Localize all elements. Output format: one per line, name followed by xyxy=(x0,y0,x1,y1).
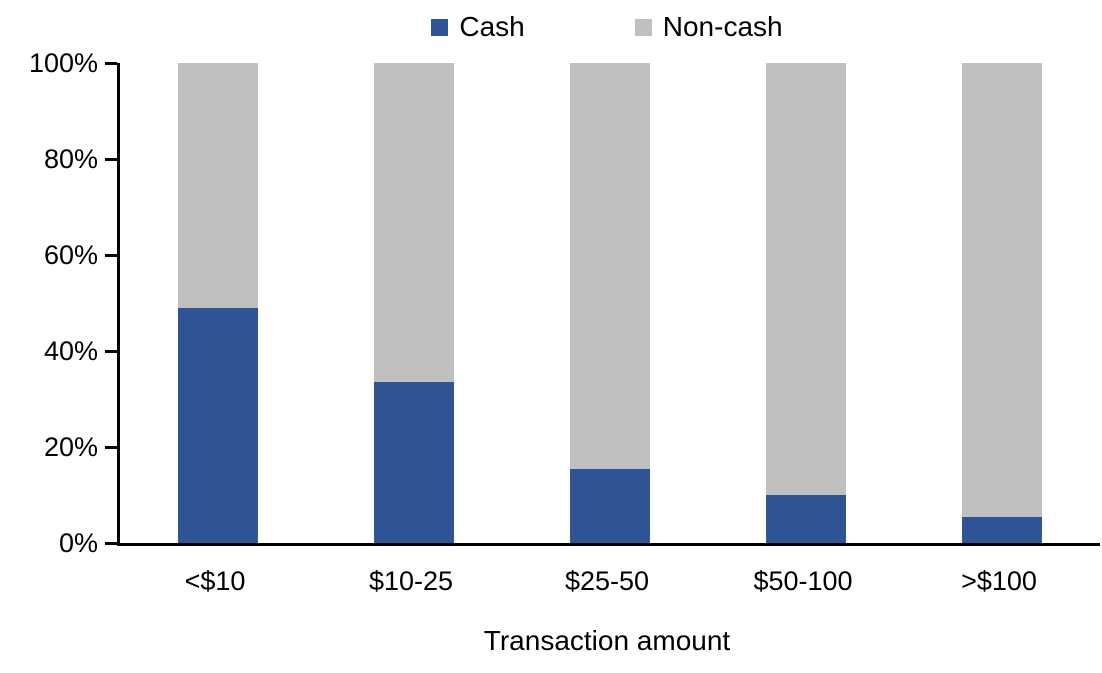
y-tick-mark xyxy=(105,349,117,353)
stacked-bar xyxy=(570,63,650,543)
y-tick-mark xyxy=(105,253,117,257)
y-tick-label: 100% xyxy=(28,48,98,78)
stacked-bar xyxy=(178,63,258,543)
bar-cell xyxy=(512,63,708,543)
plot-area: 0% 20% 40% 60% 80% 100% xyxy=(29,48,1100,558)
y-tick-label: 60% xyxy=(43,240,98,270)
bar-cell xyxy=(120,63,316,543)
stacked-bar xyxy=(962,63,1042,543)
y-tick-mark xyxy=(105,445,117,449)
noncash-legend-swatch xyxy=(634,18,652,36)
bar-segment-non-cash xyxy=(570,63,650,469)
x-tick-label: $50-100 xyxy=(753,566,853,596)
bar-segment-non-cash xyxy=(374,63,454,383)
y-tick-label: 40% xyxy=(43,336,98,366)
stacked-bar xyxy=(766,63,846,543)
y-tick-label: 0% xyxy=(58,528,98,558)
legend: Cash Non-cash xyxy=(117,11,1097,43)
y-tick-label: 20% xyxy=(43,432,98,462)
bar-cell xyxy=(904,63,1100,543)
legend-item-noncash: Non-cash xyxy=(634,11,783,43)
bar-segment-non-cash xyxy=(766,63,846,495)
y-tick-label: 80% xyxy=(43,144,98,174)
x-axis-title: Transaction amount xyxy=(483,625,731,656)
noncash-legend-label: Non-cash xyxy=(662,11,783,42)
y-tick-mark xyxy=(105,541,117,545)
bar-segment-cash xyxy=(766,495,846,543)
y-tick-mark xyxy=(105,61,117,65)
x-tick-label: $10-25 xyxy=(368,566,454,596)
cash-legend-swatch xyxy=(431,18,449,36)
bar-segment-non-cash xyxy=(962,63,1042,517)
x-tick-label: $25-50 xyxy=(564,566,650,596)
bar-segment-cash xyxy=(178,307,258,543)
y-tick-mark xyxy=(105,157,117,161)
bar-segment-cash xyxy=(962,516,1042,543)
x-tick-label: <$10 xyxy=(184,566,246,596)
x-tick-label: >$100 xyxy=(961,566,1037,596)
bar-segment-cash xyxy=(570,468,650,543)
bar-segment-cash xyxy=(374,382,454,543)
legend-item-cash: Cash xyxy=(431,11,525,43)
x-axis-labels: <$10 $10-25 $25-50 $50-100 >$100 xyxy=(117,566,1097,597)
stacked-bar xyxy=(374,63,454,543)
bars-container xyxy=(120,63,1100,543)
bar-cell xyxy=(316,63,512,543)
bar-cell xyxy=(708,63,904,543)
bar-segment-non-cash xyxy=(178,63,258,308)
cash-legend-label: Cash xyxy=(459,11,525,42)
